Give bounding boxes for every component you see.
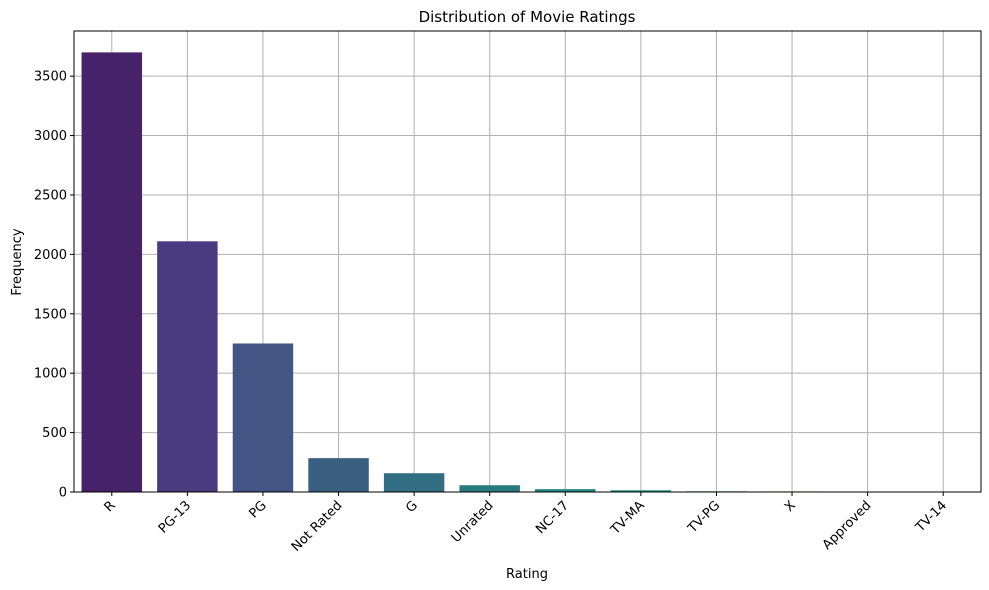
bar-unrated bbox=[459, 485, 520, 492]
y-tick-label: 500 bbox=[42, 426, 67, 441]
chart-title: Distribution of Movie Ratings bbox=[419, 8, 636, 26]
plot-border bbox=[73, 30, 982, 493]
y-axis-label: Frequency bbox=[10, 228, 25, 295]
bar-not-rated bbox=[308, 458, 369, 492]
bar-g bbox=[383, 473, 445, 492]
y-tick-label: 2500 bbox=[34, 188, 67, 203]
bar-pg-13 bbox=[157, 241, 218, 492]
y-axis-ticks: 0 500 1000 1500 2000 2500 3000 3500 bbox=[34, 70, 74, 501]
bar-tv-ma bbox=[610, 490, 672, 492]
y-tick-label: 2000 bbox=[34, 248, 67, 263]
y-tick-label: 0 bbox=[59, 486, 67, 501]
y-tick-label: 1000 bbox=[34, 367, 67, 382]
y-tick-label: 3000 bbox=[34, 129, 67, 144]
bars bbox=[81, 52, 974, 492]
bar-r bbox=[81, 52, 143, 492]
grid-lines bbox=[74, 31, 981, 493]
y-tick-label: 3500 bbox=[34, 70, 67, 85]
y-tick-label: 1500 bbox=[34, 307, 67, 322]
x-axis-label: Rating bbox=[506, 567, 548, 582]
bar-nc-17 bbox=[535, 489, 596, 492]
plot-frame bbox=[73, 30, 982, 493]
bar-pg bbox=[232, 343, 294, 492]
